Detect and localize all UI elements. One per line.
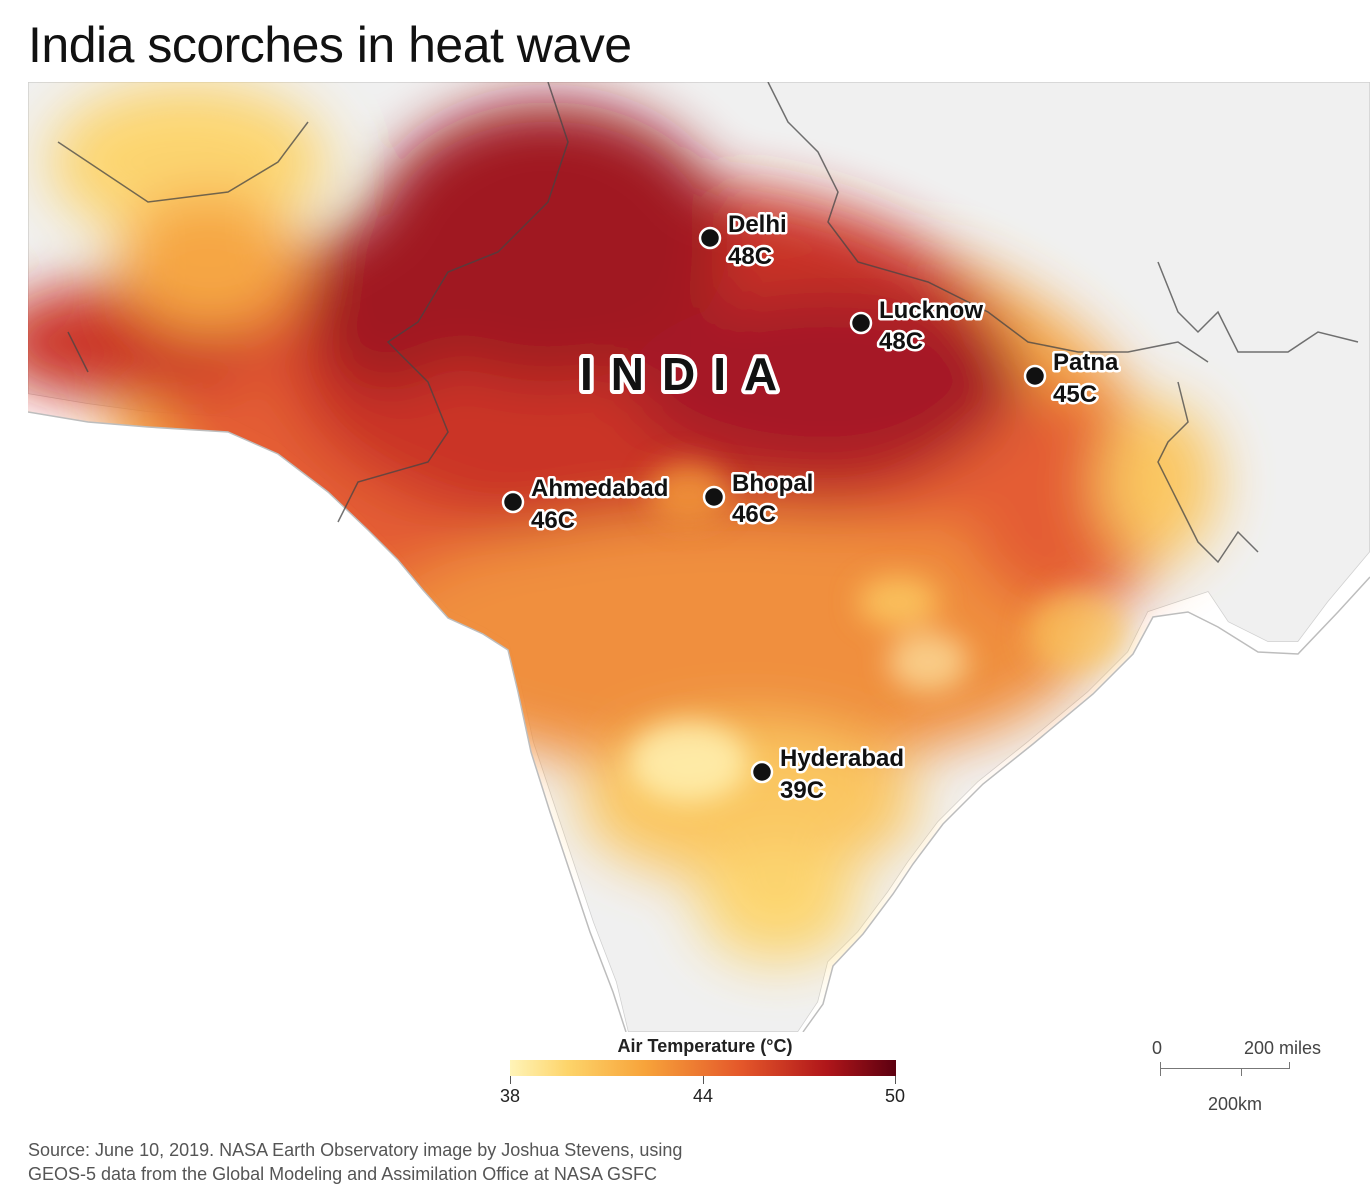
temperature-legend: Air Temperature (°C) 38 44 50 (490, 1036, 920, 1126)
city-hyderabad[interactable]: Hyderabad 39C (750, 743, 907, 807)
ocean-mask (28, 412, 1370, 1032)
city-dot (702, 485, 726, 509)
legend-color-bar (510, 1060, 896, 1076)
city-dot (849, 311, 873, 335)
source-line-2: GEOS-5 data from the Global Modeling and… (28, 1164, 657, 1184)
scale-km-label: 200km (1208, 1094, 1263, 1114)
city-temp: 48C (879, 328, 923, 355)
city-delhi[interactable]: Delhi 48C (698, 209, 789, 273)
legend-label-min: 38 (499, 1086, 521, 1106)
legend-label-max: 50 (884, 1086, 906, 1106)
city-name: Lucknow (879, 297, 983, 324)
scale-bar: 0 200 miles 200km (1150, 1038, 1350, 1118)
scale-zero-label: 0 (1152, 1038, 1163, 1058)
country-label-india: INDIA (580, 348, 795, 400)
scale-miles-label: 200 miles (1244, 1038, 1322, 1058)
legend-tick-max (895, 1076, 896, 1084)
heat-highlights (628, 462, 1128, 802)
city-name: Delhi (728, 211, 787, 238)
legend-tick-min (510, 1076, 511, 1084)
source-note: Source: June 10, 2019. NASA Earth Observ… (28, 1138, 928, 1186)
city-temp: 48C (728, 243, 772, 270)
city-temp: 46C (732, 501, 776, 528)
city-name: Hyderabad (780, 745, 904, 772)
city-lucknow[interactable]: Lucknow 48C (849, 295, 986, 358)
legend-title: Air Temperature (°C) (617, 1036, 793, 1056)
city-dot (501, 490, 525, 514)
map-title: India scorches in heat wave (28, 17, 632, 73)
city-markers: Delhi 48C Lucknow 48C Patna 45C Ahmedaba… (501, 209, 1122, 807)
heat-map: INDIA Delhi 48C Lucknow 48C Patna 45C Ah… (28, 82, 1370, 1032)
city-temp: 39C (780, 777, 824, 804)
city-dot (698, 226, 722, 250)
scale-tick-miles (1289, 1062, 1290, 1069)
city-name: Ahmedabad (531, 475, 668, 502)
country-borders (57, 82, 1359, 564)
city-name: Bhopal (732, 470, 813, 497)
legend-label-mid: 44 (692, 1086, 714, 1106)
scale-tick-km (1241, 1068, 1242, 1076)
city-dot (750, 760, 774, 784)
coastline (28, 411, 1370, 1032)
city-patna[interactable]: Patna 45C (1023, 347, 1122, 411)
city-name: Patna (1053, 349, 1119, 376)
city-temp: 45C (1053, 381, 1097, 408)
city-ahmedabad[interactable]: Ahmedabad 46C (501, 473, 671, 537)
legend-tick-mid (703, 1076, 704, 1084)
source-line-1: Source: June 10, 2019. NASA Earth Observ… (28, 1140, 683, 1160)
scale-tick-start (1160, 1062, 1161, 1076)
scale-line (1160, 1068, 1290, 1069)
city-bhopal[interactable]: Bhopal 46C (702, 468, 816, 531)
city-temp: 46C (531, 507, 575, 534)
map-canvas: INDIA Delhi 48C Lucknow 48C Patna 45C Ah… (28, 82, 1370, 1032)
city-dot (1023, 364, 1047, 388)
